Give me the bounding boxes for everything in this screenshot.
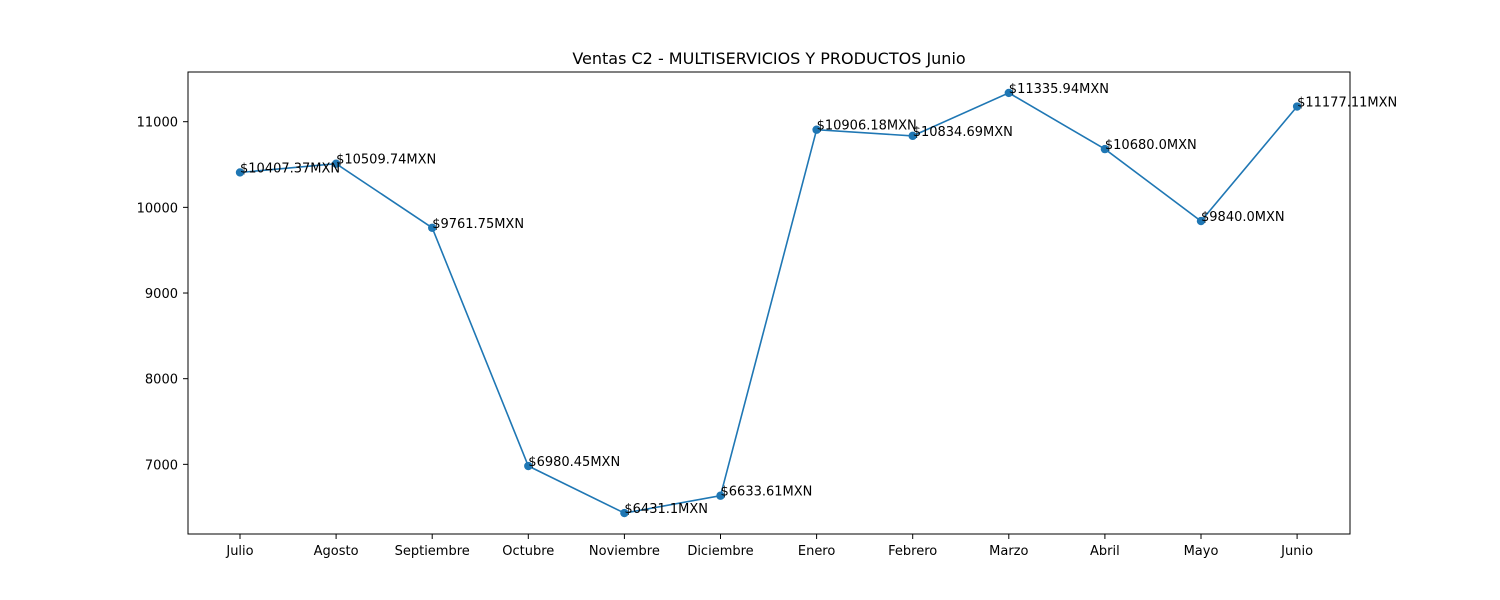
x-tick-label: Mayo bbox=[1184, 544, 1219, 559]
data-point bbox=[1004, 88, 1013, 98]
data-point bbox=[331, 159, 341, 168]
data-labels: $10407.37MXN$10509.74MXN $9761.75MXN $6980… bbox=[240, 82, 1397, 517]
y-tick-label: 8000 bbox=[145, 373, 178, 388]
x-tick-label: Noviembre bbox=[589, 544, 660, 559]
data-point bbox=[620, 508, 629, 518]
data-point bbox=[524, 461, 533, 471]
plot-frame bbox=[187, 71, 1351, 535]
data-point bbox=[1100, 144, 1110, 154]
data-label: $9761.75MXN bbox=[432, 217, 524, 232]
data-point bbox=[908, 131, 917, 141]
data-label: $6633.61MXN bbox=[721, 485, 813, 500]
x-tick-label: Octubre bbox=[502, 544, 554, 559]
x-tick-label: Enero bbox=[798, 544, 836, 559]
x-tick-label: Julio bbox=[225, 544, 253, 559]
data-label: $11177.11MXN bbox=[1297, 96, 1397, 111]
data-point bbox=[428, 223, 437, 232]
x-tick-label: Diciembre bbox=[687, 544, 753, 559]
x-tick-label: Marzo bbox=[989, 544, 1028, 559]
chart-title: Ventas C2 - MULTISERVICIOS Y PRODUCTOS J… bbox=[572, 49, 965, 68]
data-label: $10906.18MXN bbox=[817, 119, 917, 134]
data-label: $6431.1MXN bbox=[624, 502, 708, 517]
x-tick-label: Junio bbox=[1280, 544, 1313, 559]
x-tick-label: Febrero bbox=[888, 544, 937, 559]
x-tick-label: Abril bbox=[1090, 544, 1120, 559]
data-label: $6980.45MXN bbox=[528, 455, 620, 470]
data-point bbox=[812, 125, 821, 134]
data-label: $10680.0MXN bbox=[1105, 138, 1197, 153]
series-line bbox=[239, 92, 1298, 514]
data-label: $11335.94MXN bbox=[1009, 82, 1109, 97]
data-label: $9840.0MXN bbox=[1201, 210, 1285, 225]
data-point bbox=[235, 168, 245, 177]
x-tick-label: Septiembre bbox=[395, 544, 470, 559]
x-tick-label: Agosto bbox=[314, 544, 359, 559]
y-tick-label: 10000 bbox=[137, 201, 178, 216]
data-label: $10834.69MXN bbox=[913, 125, 1013, 140]
data-point bbox=[1196, 216, 1206, 226]
data-point bbox=[716, 491, 725, 500]
data-point bbox=[1292, 102, 1302, 111]
y-tick-label: 7000 bbox=[145, 458, 178, 473]
data-label: $10407.37MXN bbox=[240, 161, 340, 176]
data-label: $10509.74MXN bbox=[336, 153, 436, 168]
y-tick-label: 11000 bbox=[137, 116, 178, 131]
y-tick-label: 9000 bbox=[145, 287, 178, 302]
series-layer bbox=[235, 88, 1302, 518]
axes: 7000 8000 9000 10000 11000 Julio Agosto Septiem… bbox=[137, 71, 1351, 559]
